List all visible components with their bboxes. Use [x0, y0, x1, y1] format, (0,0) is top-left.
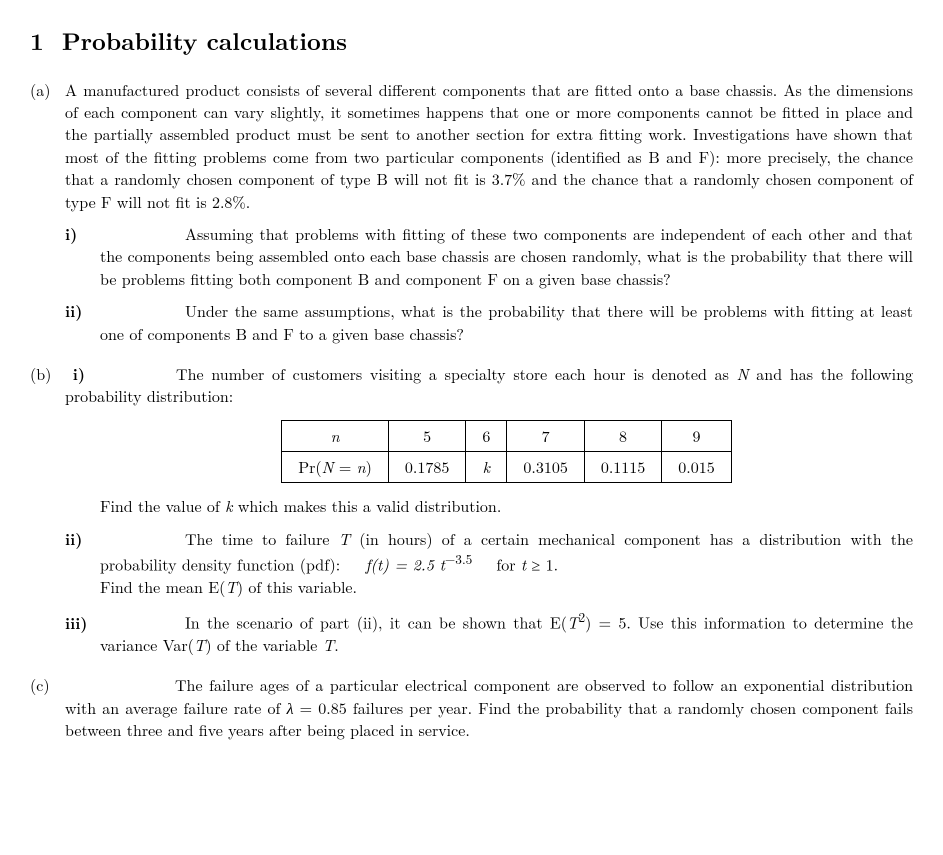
- table-header-val: 5: [388, 420, 465, 451]
- table-header-val: 6: [466, 420, 507, 451]
- part-b-ii-label: ii): [65, 528, 100, 550]
- part-b-ii-before: The time to failure: [185, 527, 339, 550]
- table-header-val: 9: [662, 420, 731, 451]
- table-header-val: 8: [584, 420, 661, 451]
- part-b-i-below: Find the value of k which makes this a v…: [100, 495, 913, 517]
- part-b-iii-before: In the scenario of part (ii), it can be …: [185, 611, 567, 634]
- probability-table: n 5 6 7 8 9 Pr(N = n) 0.1785 k 0.3105 0.…: [281, 420, 731, 484]
- part-b: (b) i)The number of customers visiting a…: [65, 363, 913, 657]
- table-header-val: 7: [507, 420, 584, 451]
- table-row: Pr(N = n) 0.1785 k 0.3105 0.1115 0.015: [282, 452, 731, 483]
- part-a-ii-label: ii): [65, 300, 100, 322]
- part-b-label: (b): [30, 363, 65, 385]
- part-b-ii-after: Find the mean E(T) of this variable.: [100, 576, 913, 598]
- table-cell: k: [466, 452, 507, 483]
- part-a-label: (a): [30, 79, 65, 101]
- table-header-var: n: [282, 420, 389, 451]
- part-a-i-text: Assuming that problems with fitting of t…: [100, 222, 913, 290]
- table-row: n 5 6 7 8 9: [282, 420, 731, 451]
- part-a-ii: ii)Under the same assumptions, what is t…: [100, 300, 913, 345]
- part-b-ii-var1: T: [339, 527, 350, 550]
- part-c-label: (c): [30, 674, 65, 696]
- part-b-i-body: n 5 6 7 8 9 Pr(N = n) 0.1785 k 0.3105 0.…: [100, 420, 913, 518]
- part-b-i-var: N: [737, 362, 749, 385]
- part-b-i-before: The number of customers visiting a speci…: [176, 362, 737, 385]
- table-row-label: Pr(N = n): [282, 452, 389, 483]
- section-header: 1 Probability calculations: [30, 25, 913, 59]
- part-b-iii-label: iii): [65, 612, 100, 634]
- table-cell: 0.1785: [388, 452, 465, 483]
- part-a-ii-text: Under the same assumptions, what is the …: [100, 299, 913, 344]
- part-b-iii: iii)In the scenario of part (ii), it can…: [100, 608, 913, 656]
- part-b-ii: ii)The time to failure T (in hours) of a…: [100, 528, 913, 599]
- part-b-i-label: i): [73, 363, 85, 385]
- pdf-expression: f(t) = 2.5 t−3.5 for t ≥ 1.: [366, 550, 558, 576]
- part-a-i: i)Assuming that problems with fitting of…: [100, 223, 913, 290]
- part-c: (c)The failure ages of a particular elec…: [65, 674, 913, 741]
- table-cell: 0.3105: [507, 452, 584, 483]
- part-c-lambda: λ: [287, 696, 294, 719]
- table-cell: 0.015: [662, 452, 731, 483]
- section-number: 1: [30, 25, 44, 59]
- part-a-intro: A manufactured product consists of sever…: [65, 78, 913, 213]
- table-cell: 0.1115: [584, 452, 661, 483]
- section-title: Probability calculations: [62, 24, 347, 58]
- part-a-i-label: i): [65, 223, 100, 245]
- part-a: (a)A manufactured product consists of se…: [65, 79, 913, 345]
